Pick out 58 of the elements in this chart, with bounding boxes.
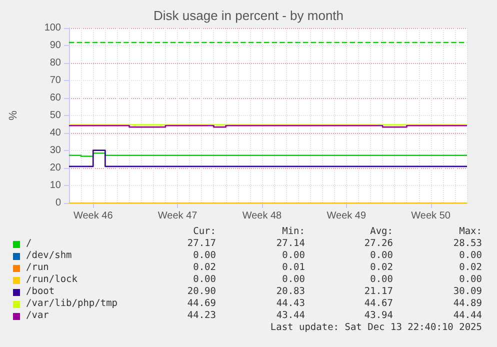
y-tick-label: 70	[50, 75, 62, 86]
text: 0.00	[192, 274, 216, 286]
legend-label: /dev/shm	[26, 250, 72, 262]
text: 44.67	[363, 298, 393, 310]
text: 0.00	[458, 274, 482, 286]
text: 0.00	[369, 250, 393, 262]
text: 0.02	[192, 262, 216, 274]
y-tick-label: 40	[50, 128, 62, 138]
y-tick-label: 80	[50, 58, 62, 68]
y-tick-label: 100	[44, 22, 62, 34]
text: 0.00	[458, 250, 482, 262]
text: Min:	[281, 226, 305, 238]
x-tick-label: Week 46	[73, 210, 114, 222]
chart-title: Disk usage in percent - by month	[153, 8, 344, 23]
y-tick-label: 0	[55, 198, 62, 208]
legend-label: /var	[26, 310, 49, 322]
text: 20.90	[186, 286, 216, 298]
text: Last update: Sat Dec 13 22:40:10 2025	[269, 322, 482, 334]
y-tick-label: 10	[50, 180, 62, 191]
text: Cur:	[192, 226, 216, 238]
text: 44.43	[275, 298, 305, 310]
text: 30.09	[452, 286, 482, 298]
text: 44.69	[186, 298, 216, 310]
x-tick-label: Week 47	[158, 210, 198, 222]
y-tick-label: 50	[50, 110, 62, 121]
legend-label: /var/lib/php/tmp	[26, 298, 118, 310]
legend-label: /boot	[26, 286, 55, 298]
text: Avg:	[369, 226, 393, 238]
text: 43.44	[275, 310, 305, 322]
legend-label: /run/lock	[26, 274, 78, 286]
text: 0.00	[192, 250, 216, 262]
text: 27.14	[275, 238, 305, 250]
text: 44.23	[186, 310, 216, 322]
x-tick-label: Week 50	[411, 210, 451, 222]
text: Max:	[458, 226, 482, 238]
text: 0.00	[281, 250, 305, 262]
text: 0.00	[369, 274, 393, 286]
text: 0.01	[281, 262, 305, 274]
text: 28.53	[452, 238, 482, 250]
text: 44.44	[452, 310, 482, 322]
y-tick-label: 30	[50, 145, 62, 156]
legend-label: /run	[26, 262, 49, 274]
text: 20.83	[275, 286, 305, 298]
y-tick-label: 60	[50, 92, 62, 104]
y-axis-title: %	[8, 110, 20, 120]
y-tick-label: 20	[50, 162, 62, 174]
text: 43.94	[363, 310, 393, 322]
text: 27.17	[186, 238, 216, 250]
x-tick-label: Week 49	[326, 210, 366, 222]
text: 44.89	[452, 298, 482, 310]
legend-label: /	[26, 238, 32, 250]
text: 0.02	[458, 262, 482, 274]
text: 0.00	[281, 274, 305, 286]
text: 27.26	[363, 238, 393, 250]
x-tick-label: Week 48	[242, 210, 282, 222]
text: 21.17	[363, 286, 393, 298]
text: 0.02	[369, 262, 393, 274]
y-tick-label: 90	[50, 40, 62, 51]
